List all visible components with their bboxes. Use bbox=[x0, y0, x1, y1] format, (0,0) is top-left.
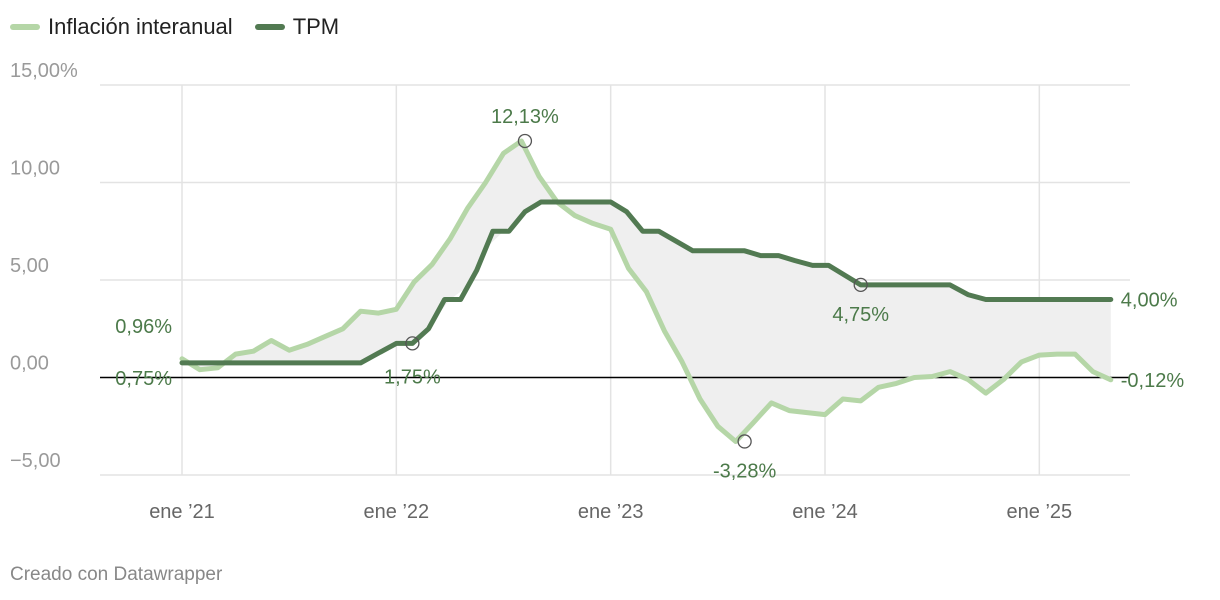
legend-swatch-inflation bbox=[10, 24, 40, 30]
legend-item-inflation: Inflación interanual bbox=[10, 14, 233, 40]
line-chart: 15,00% 10,00 5,00 0,00 −5,00 ene ’21 ene ’22 en… bbox=[10, 60, 1185, 523]
x-tick-label: ene ’24 bbox=[792, 501, 858, 523]
x-tick-label: ene ’23 bbox=[578, 501, 644, 523]
annotation-label: -3,28% bbox=[713, 460, 777, 482]
tpm-line bbox=[179, 199, 1114, 366]
legend-label-inflation: Inflación interanual bbox=[48, 14, 233, 39]
inflation-line bbox=[179, 138, 1114, 444]
annotation-label: 12,13% bbox=[491, 106, 559, 128]
annotation-label: 4,00% bbox=[1121, 290, 1178, 312]
legend-item-tpm: TPM bbox=[254, 14, 340, 40]
x-tick-label: ene ’21 bbox=[149, 501, 215, 523]
annotation-label: -0,12% bbox=[1121, 370, 1185, 392]
legend-label-tpm: TPM bbox=[292, 14, 340, 39]
legend-swatch-tpm bbox=[254, 24, 285, 30]
annotation-marker bbox=[853, 277, 868, 293]
annotation-label: 1,75% bbox=[384, 366, 441, 388]
annotation-label: 0,75% bbox=[115, 368, 172, 390]
y-tick-label: −5,00 bbox=[10, 450, 61, 472]
annotation-label: 0,96% bbox=[115, 316, 172, 338]
annotation-marker bbox=[737, 434, 752, 449]
annotation-marker bbox=[517, 133, 533, 149]
legend: Inflación interanual TPM bbox=[10, 14, 339, 40]
x-tick-label: ene ’25 bbox=[1007, 501, 1073, 523]
annotation-marker bbox=[405, 336, 420, 351]
annotation-label: 4,75% bbox=[832, 304, 889, 326]
x-tick-label: ene ’22 bbox=[364, 501, 430, 523]
y-tick-label: 15,00% bbox=[10, 60, 78, 82]
y-tick-label: 10,00 bbox=[10, 158, 60, 180]
footer-credit: Creado con Datawrapper bbox=[10, 564, 223, 585]
y-tick-label: 5,00 bbox=[10, 255, 49, 277]
y-tick-label: 0,00 bbox=[10, 353, 49, 375]
